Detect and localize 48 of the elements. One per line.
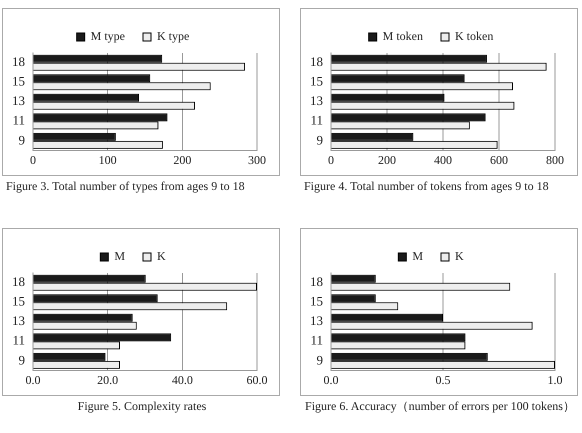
legend-label: M [412,249,424,264]
x-tick-label: 800 [546,152,564,167]
y-tick-label: 11 [12,112,25,128]
x-tick-label: 400 [434,152,452,167]
legend-label: K [157,249,166,264]
x-tick-label: 200 [378,152,396,167]
y-tick-label: 18 [12,274,25,290]
y-tick-label: 11 [12,332,25,348]
y-tick-label: 9 [18,132,25,148]
y-tick-label: 15 [12,74,25,89]
y-tick-label: 15 [310,294,323,309]
y-tick-label: 13 [310,313,323,328]
x-tick-label: 20.0 [97,372,118,387]
y-tick-label: 9 [18,352,25,368]
x-tick-label: 0.5 [436,372,450,387]
x-tick-label: 200 [173,152,192,167]
y-tick-label: 18 [310,54,323,70]
y-tick-label: 13 [12,93,25,108]
x-tick-label: 60.0 [246,372,268,387]
legend-label: K [455,249,464,264]
x-tick-label: 1.0 [548,372,562,387]
text: Figure 5. Complexity rates [76,399,208,413]
legend-label: M token [382,29,424,44]
legend-label: M type [90,29,126,44]
y-tick-label: 9 [316,132,323,148]
x-tick-label: 40.0 [172,372,193,387]
x-tick-label: 300 [248,152,266,167]
y-tick-label: 15 [12,294,25,309]
y-tick-label: 11 [310,332,323,348]
x-tick-label: 600 [490,152,508,167]
y-tick-label: 13 [12,313,25,328]
y-tick-label: 15 [310,74,323,89]
text: Figure 6. Accuracy（number of errors per 100 tokens） [304,399,576,413]
y-tick-label: 13 [310,93,323,108]
y-tick-label: 11 [310,112,323,128]
text: Figure 4. Total number of tokens from ages 9 to 18 [303,179,550,193]
legend-label: K token [455,29,494,44]
x-tick-label: 0.0 [324,372,338,387]
x-tick-label: 0 [328,152,334,167]
x-tick-label: 0.0 [26,372,40,387]
y-tick-label: 18 [310,274,323,290]
text: Figure 3. Total number of types from ages 9 to 18 [5,179,246,193]
legend-label: K type [157,29,190,44]
x-tick-label: 0 [30,152,36,167]
x-tick-label: 100 [98,152,117,167]
y-tick-label: 9 [316,352,323,368]
legend-label: M [114,249,126,264]
y-tick-label: 18 [12,54,25,70]
